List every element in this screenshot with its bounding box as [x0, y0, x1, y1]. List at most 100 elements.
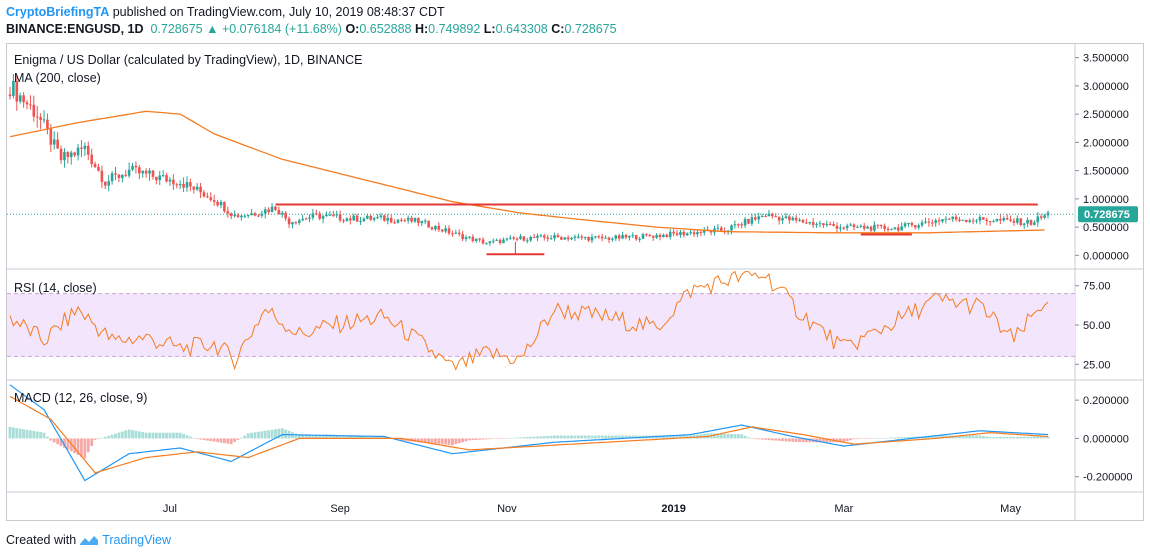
- macd-histogram-bar: [120, 431, 124, 439]
- macd-histogram-bar: [1029, 436, 1033, 439]
- macd-histogram-bar: [781, 438, 784, 442]
- macd-histogram-bar: [137, 431, 141, 439]
- candle-body: [774, 216, 778, 218]
- candle-body: [1012, 220, 1016, 223]
- candle-body: [226, 211, 230, 214]
- tradingview-link[interactable]: TradingView: [102, 533, 171, 547]
- macd-histogram-bar: [369, 436, 373, 439]
- macd-histogram-bar: [49, 438, 53, 441]
- macd-histogram-bar: [250, 432, 254, 439]
- candle-body: [240, 215, 243, 218]
- candle-body: [975, 220, 978, 222]
- ma-legend: MA (200, close): [14, 71, 101, 85]
- candle-body: [267, 209, 270, 212]
- macd-histogram-bar: [468, 438, 471, 441]
- macd-histogram-bar: [199, 438, 202, 440]
- macd-histogram-bar: [1009, 436, 1012, 439]
- candle-body: [430, 227, 434, 230]
- macd-histogram-bar: [617, 435, 621, 439]
- candle-body: [437, 225, 441, 230]
- candle-body: [825, 223, 829, 226]
- candle-body: [934, 220, 937, 223]
- candle-body: [202, 192, 206, 197]
- macd-histogram-bar: [539, 436, 543, 439]
- macd-histogram-bar: [910, 436, 914, 439]
- macd-histogram-bar: [420, 438, 424, 443]
- macd-histogram-bar: [8, 426, 12, 439]
- candle-body: [556, 235, 560, 238]
- candle-body: [1039, 216, 1043, 218]
- candle-body: [148, 170, 151, 174]
- macd-histogram-bar: [403, 438, 407, 442]
- macd-histogram-bar: [614, 435, 618, 439]
- macd-histogram-bar: [185, 435, 189, 439]
- macd-histogram-bar: [97, 438, 100, 439]
- macd-histogram-bar: [32, 430, 36, 439]
- candle-body: [131, 165, 134, 170]
- candle-body: [815, 224, 818, 226]
- candle-body: [42, 119, 46, 121]
- candle-body: [474, 238, 478, 241]
- candle-body: [182, 184, 185, 188]
- low-label: L:: [483, 22, 496, 36]
- macd-histogram-bar: [607, 435, 611, 439]
- macd-histogram-bar: [464, 438, 468, 442]
- macd-signal-line: [9, 395, 1049, 474]
- macd-histogram-bar: [634, 435, 638, 439]
- y-tick-label: 2.000000: [1083, 137, 1129, 149]
- y-tick-label: 1.500000: [1083, 166, 1129, 178]
- candle-body: [165, 175, 168, 182]
- candle-body: [127, 169, 131, 176]
- macd-histogram-bar: [954, 435, 958, 439]
- rsi-tick-label: 75.00: [1083, 281, 1111, 293]
- candle-body: [219, 201, 223, 206]
- candle-body: [560, 237, 563, 240]
- x-tick-label: 2019: [661, 503, 685, 515]
- macd-histogram-bar: [964, 435, 968, 439]
- candle-body: [488, 241, 492, 244]
- candle-body: [485, 243, 488, 245]
- macd-histogram-bar: [730, 433, 733, 439]
- author-link[interactable]: CryptoBriefingTA: [6, 5, 110, 19]
- x-tick-label: Mar: [834, 503, 853, 515]
- macd-histogram-bar: [29, 430, 32, 439]
- macd-histogram-bar: [42, 432, 46, 439]
- macd-histogram-bar: [12, 427, 15, 439]
- macd-histogram-bar: [787, 438, 791, 442]
- candle-body: [138, 167, 141, 174]
- candle-body: [287, 218, 291, 225]
- candle-body: [155, 176, 158, 181]
- candle-body: [413, 217, 417, 222]
- macd-histogram-bar: [35, 431, 39, 439]
- macd-histogram-bar: [209, 438, 213, 442]
- macd-histogram-bar: [359, 436, 362, 439]
- macd-histogram-bar: [876, 438, 880, 439]
- candle-body: [839, 227, 842, 229]
- candle-body: [913, 225, 917, 228]
- macd-histogram-bar: [454, 438, 458, 445]
- macd-histogram-bar: [685, 435, 689, 439]
- candle-body: [954, 216, 958, 220]
- candle-body: [696, 232, 699, 235]
- macd-histogram-bar: [890, 437, 893, 439]
- macd-histogram-bar: [927, 436, 931, 439]
- candle-body: [185, 182, 189, 188]
- candle-body: [86, 145, 90, 155]
- candle-body: [985, 219, 989, 222]
- candle-body: [740, 224, 744, 226]
- candle-body: [206, 196, 209, 198]
- macd-histogram-bar: [103, 436, 107, 439]
- macd-histogram-bar: [900, 437, 904, 439]
- macd-histogram-bar: [886, 437, 890, 439]
- candle-body: [563, 237, 567, 240]
- candle-body: [648, 234, 652, 237]
- candle-body: [760, 216, 764, 218]
- candle-body: [311, 213, 315, 218]
- candle-body: [716, 227, 720, 229]
- ma200-line: [9, 110, 1045, 234]
- macd-histogram-bar: [188, 436, 192, 439]
- macd-histogram-bar: [451, 438, 454, 446]
- y-tick-label: 2.500000: [1083, 109, 1129, 121]
- candle-body: [417, 217, 420, 224]
